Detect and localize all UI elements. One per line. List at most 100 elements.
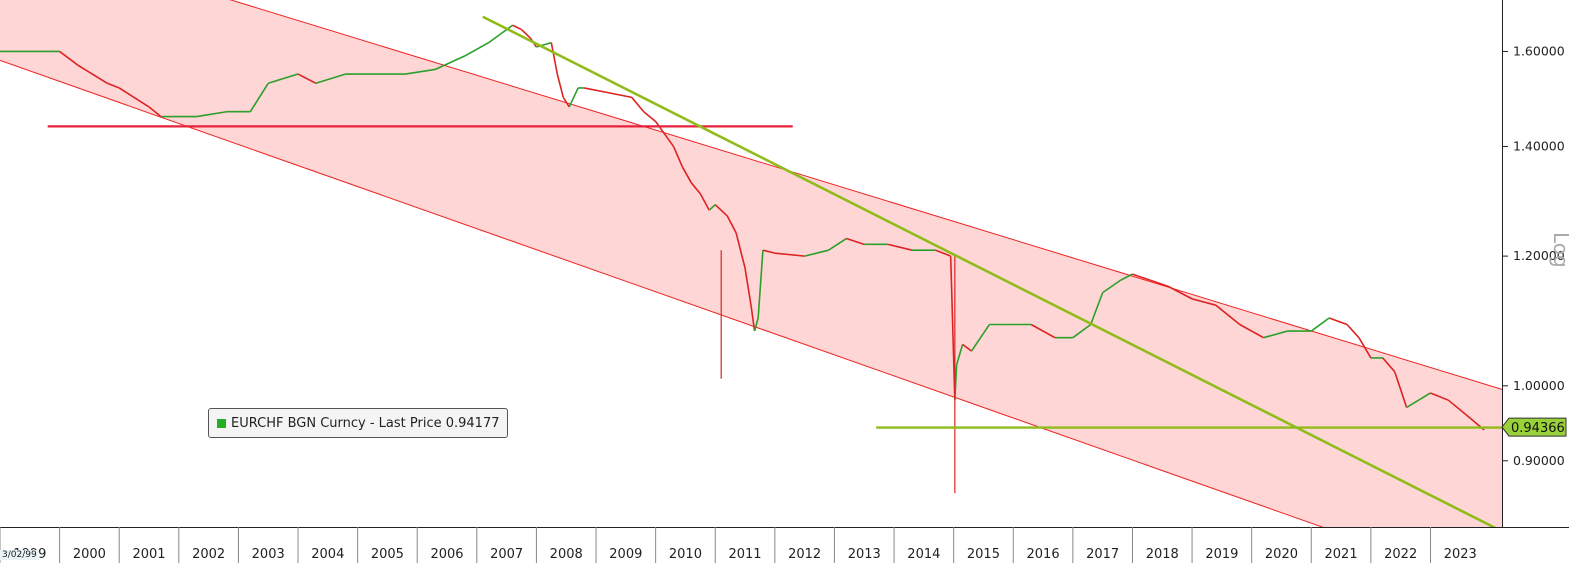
price-segment bbox=[1447, 399, 1467, 416]
price-segment bbox=[935, 249, 951, 257]
price-segment bbox=[762, 249, 776, 254]
x-tick-label: 2004 bbox=[311, 547, 344, 562]
x-tick-label: 2002 bbox=[192, 547, 225, 562]
price-segment bbox=[1430, 392, 1449, 401]
price-segment bbox=[699, 193, 710, 211]
price-segment bbox=[774, 252, 805, 257]
price-segment bbox=[690, 182, 701, 195]
price-segment bbox=[1310, 317, 1330, 332]
price-segment bbox=[434, 55, 466, 71]
x-tick-label: 2013 bbox=[848, 547, 881, 562]
price-segment bbox=[1239, 323, 1264, 339]
price-segment bbox=[77, 64, 108, 84]
price-segment bbox=[750, 305, 756, 332]
price-segment bbox=[828, 237, 847, 251]
x-tick-label: 2017 bbox=[1086, 547, 1119, 562]
x-tick-label: 2018 bbox=[1146, 547, 1179, 562]
x-tick-label: 2005 bbox=[371, 547, 404, 562]
downtrend-line-green bbox=[482, 15, 1497, 527]
price-segment bbox=[1382, 357, 1396, 373]
legend-swatch bbox=[217, 418, 226, 428]
x-tick-label: 2001 bbox=[132, 547, 165, 562]
price-segment bbox=[550, 42, 559, 75]
first-date-label: 3/02/99 bbox=[0, 550, 39, 560]
x-tick-label: 2010 bbox=[669, 547, 702, 562]
x-axis-band bbox=[0, 527, 1569, 563]
y-tick-label: 1.40000 bbox=[1513, 138, 1565, 153]
x-tick-label: 2015 bbox=[967, 547, 1000, 562]
legend-label: EURCHF BGN Curncy - Last Price 0.94177 bbox=[231, 415, 500, 431]
price-segment bbox=[59, 50, 78, 66]
price-segment bbox=[714, 204, 728, 217]
price-segment bbox=[1089, 292, 1104, 325]
price-segment bbox=[804, 249, 829, 257]
x-tick-label: 2021 bbox=[1325, 547, 1358, 562]
price-segment bbox=[315, 73, 346, 85]
price-segment bbox=[1191, 298, 1217, 306]
price-segment bbox=[1328, 317, 1348, 326]
price-segment bbox=[744, 267, 752, 306]
price-segment bbox=[1358, 337, 1372, 359]
channel-lower-line bbox=[0, 59, 1324, 527]
x-tick-label: 2019 bbox=[1205, 547, 1238, 562]
x-tick-label: 2011 bbox=[728, 547, 761, 562]
price-segment bbox=[488, 33, 502, 44]
price-segment bbox=[681, 166, 693, 184]
x-tick-label: 2014 bbox=[907, 547, 940, 562]
price-segment bbox=[1263, 330, 1288, 339]
price-segment bbox=[464, 41, 490, 57]
price-segment bbox=[607, 91, 632, 99]
price-segment bbox=[753, 317, 759, 332]
price-segment bbox=[297, 73, 317, 84]
price-segment bbox=[757, 250, 764, 319]
price-segment bbox=[1215, 304, 1241, 326]
price-segment bbox=[1132, 273, 1151, 281]
price-segment bbox=[148, 106, 162, 118]
price-segment bbox=[1150, 279, 1169, 288]
price-segment bbox=[267, 73, 299, 85]
price-segment bbox=[1102, 279, 1121, 294]
price-segment bbox=[672, 146, 684, 168]
price-segment bbox=[949, 256, 956, 401]
log-scale-label: Log bbox=[1549, 232, 1569, 268]
price-segment bbox=[631, 96, 645, 113]
price-segment bbox=[726, 215, 737, 234]
price-segment bbox=[1406, 399, 1419, 409]
channel-fill bbox=[0, 0, 1502, 527]
price-segment bbox=[556, 73, 565, 98]
price-segment bbox=[735, 232, 746, 269]
price-segment bbox=[568, 87, 579, 108]
price-segment bbox=[583, 87, 609, 94]
price-segment bbox=[1072, 323, 1092, 339]
price-segment bbox=[196, 110, 227, 118]
price-segment bbox=[846, 237, 865, 246]
price-segment bbox=[405, 68, 436, 75]
price-segment bbox=[562, 96, 570, 108]
price-segment bbox=[520, 28, 532, 39]
x-tick-label: 2003 bbox=[252, 547, 285, 562]
x-tick-label: 2000 bbox=[73, 547, 106, 562]
price-segment bbox=[1393, 371, 1408, 408]
price-segment bbox=[970, 324, 991, 352]
x-tick-label: 2022 bbox=[1384, 547, 1417, 562]
price-segment bbox=[962, 343, 973, 352]
x-tick-label: 2008 bbox=[550, 547, 583, 562]
x-tick-label: 2009 bbox=[609, 547, 642, 562]
x-tick-label: 2007 bbox=[490, 547, 523, 562]
x-tick-label: 2020 bbox=[1265, 547, 1298, 562]
y-tick-label: 0.90000 bbox=[1513, 453, 1565, 468]
last-value-label: 0.94366 bbox=[1511, 421, 1565, 436]
last-value-tag bbox=[1501, 417, 1567, 437]
price-segment bbox=[887, 243, 913, 251]
legend: EURCHF BGN Curncy - Last Price 0.94177 bbox=[208, 408, 509, 438]
price-segment bbox=[1120, 273, 1133, 281]
price-segment bbox=[1418, 392, 1431, 401]
y-tick-label: 1.00000 bbox=[1513, 378, 1565, 393]
y-tick-label: 1.60000 bbox=[1513, 43, 1565, 58]
price-segment bbox=[106, 82, 120, 89]
x-tick-label: 2016 bbox=[1027, 547, 1060, 562]
price-segment bbox=[955, 344, 964, 366]
channel-upper-line bbox=[229, 0, 1502, 390]
price-segment bbox=[1346, 323, 1360, 339]
